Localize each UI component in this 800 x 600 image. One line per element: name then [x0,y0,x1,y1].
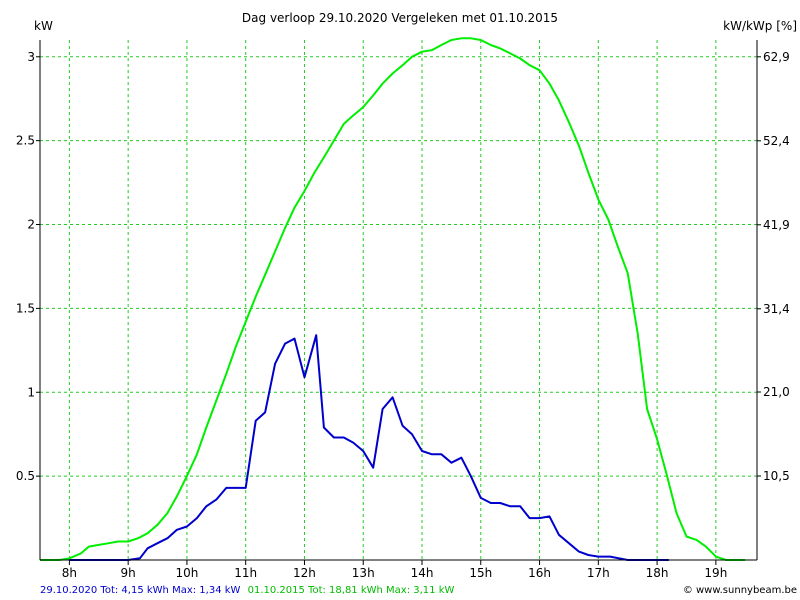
y2-tick-label: 41,9 [763,218,790,232]
x-tick-label: 11h [234,566,257,580]
y2-tick-label: 10,5 [763,469,790,483]
x-tick-label: 9h [121,566,136,580]
grid-lines [40,40,757,560]
y-tick-label: 1.5 [16,301,35,315]
x-tick-label: 14h [411,566,434,580]
x-tick-label: 17h [587,566,610,580]
x-tick-label: 18h [646,566,669,580]
x-tick-label: 16h [528,566,551,580]
y2-tick-label: 31,4 [763,302,790,316]
series-line-29-10-2020 [69,334,669,561]
right-axis-label: kW/kWp [%] [723,19,797,33]
x-tick-label: 13h [352,566,375,580]
x-tick-label: 15h [469,566,492,580]
y2-tick-label: 52,4 [763,134,790,148]
footer-series-1-summary: 29.10.2020 Tot: 4,15 kWh Max: 1,34 kW [40,585,241,596]
footer-series-2-summary: 01.10.2015 Tot: 18,81 kWh Max: 3,11 kW [248,585,455,596]
footer-summary: 29.10.2020 Tot: 4,15 kWh Max: 1,34 kW 01… [40,585,454,596]
plot-area [40,40,757,560]
y-tick-label: 3 [27,50,35,64]
chart-title: Dag verloop 29.10.2020 Vergeleken met 01… [242,11,558,25]
plot-frame [39,40,758,561]
x-tick-label: 10h [175,566,198,580]
y-tick-label: 2.5 [16,134,35,148]
left-axis-label: kW [34,19,53,33]
y-tick-label: 0.5 [16,469,35,483]
x-tick-label: 19h [704,566,727,580]
x-tick-label: 8h [62,566,77,580]
tick-labels: 8h 9h 10h 11h 12h 13h 14h 15h 16h 17h 18h 19h 0.5 1 1.… [16,50,790,580]
y-tick-label: 1 [27,385,35,399]
y2-tick-label: 21,0 [763,385,790,399]
series-line-01-10-2015 [40,37,746,561]
y-tick-label: 2 [27,218,35,232]
y2-tick-label: 62,9 [763,50,790,64]
series-lines [40,37,746,561]
footer-credit: © www.sunnybeam.be [683,585,797,596]
x-tick-label: 12h [293,566,316,580]
